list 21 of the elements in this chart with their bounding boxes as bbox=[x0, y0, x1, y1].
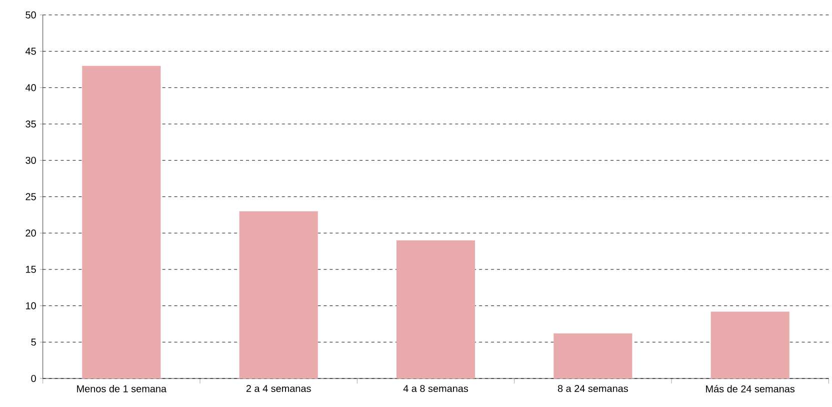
bar bbox=[710, 311, 790, 378]
y-tick-label: 5 bbox=[31, 338, 36, 346]
y-tick-label: 10 bbox=[26, 302, 36, 310]
bar bbox=[82, 66, 161, 378]
x-tick-label: Menos de 1 semana bbox=[77, 384, 167, 392]
y-tick-label: 35 bbox=[26, 120, 36, 128]
x-tick-label: 2 a 4 semanas bbox=[246, 384, 311, 392]
x-tick-label: Más de 24 semanas bbox=[706, 384, 795, 392]
x-tick-label: 4 a 8 semanas bbox=[403, 384, 468, 392]
bar bbox=[396, 240, 476, 378]
x-tick-label: 8 a 24 semanas bbox=[558, 384, 628, 392]
y-tick-label: 15 bbox=[26, 266, 36, 273]
y-tick-label: 50 bbox=[26, 11, 36, 18]
y-tick-label: 25 bbox=[26, 193, 36, 200]
y-tick-label: 30 bbox=[26, 156, 36, 164]
bar bbox=[554, 333, 632, 378]
bar bbox=[239, 211, 318, 378]
y-tick-label: 20 bbox=[26, 229, 36, 236]
y-tick-label: 45 bbox=[25, 48, 36, 55]
y-tick-label: 0 bbox=[31, 374, 36, 382]
y-tick-label: 40 bbox=[25, 84, 36, 91]
